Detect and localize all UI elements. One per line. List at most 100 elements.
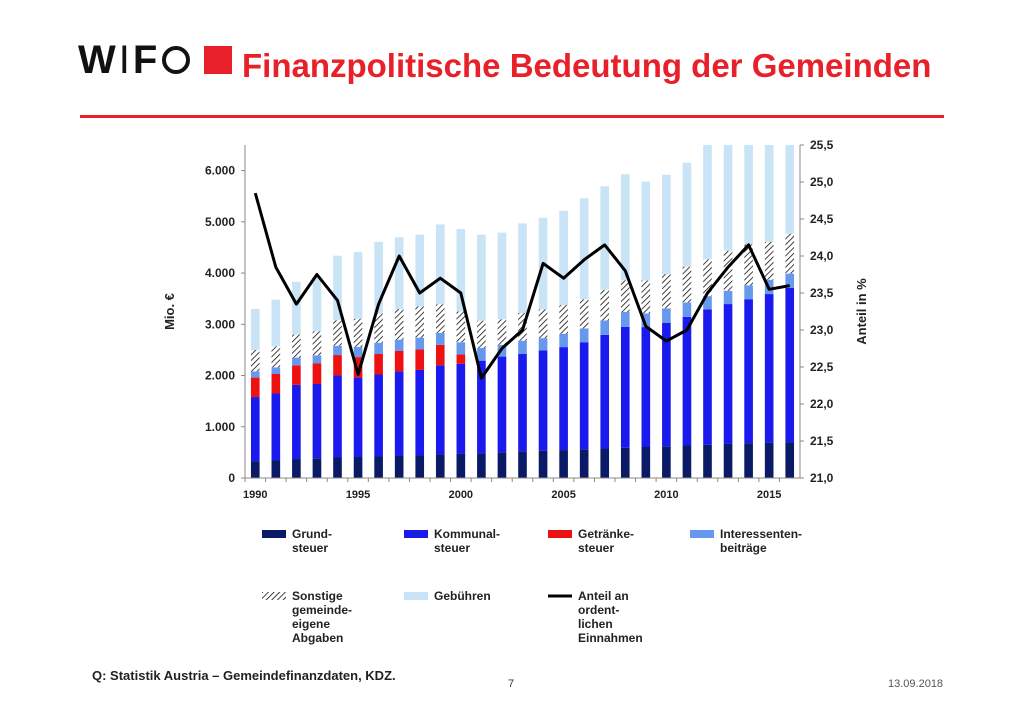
- x-tick-label: 2015: [757, 489, 781, 501]
- bar-segment: [579, 449, 589, 478]
- bar-segment: [374, 354, 383, 375]
- y2-tick-label: 24,5: [810, 212, 834, 226]
- bar-segment: [477, 360, 486, 454]
- bar-segment: [456, 363, 466, 454]
- bar-segment: [600, 334, 610, 449]
- bar-segment: [292, 281, 301, 335]
- x-tick-label: 1995: [346, 489, 370, 501]
- bar-segment: [456, 311, 466, 343]
- bar-segment: [271, 346, 281, 368]
- y2-tick-label: 25,5: [810, 138, 834, 152]
- y-tick-label: 1.000: [205, 420, 235, 434]
- bar-segment: [538, 450, 548, 478]
- bar-segment: [579, 342, 589, 450]
- bar-segment: [333, 345, 342, 356]
- legend-label: gemeinde-: [292, 603, 352, 617]
- bar-segment: [723, 290, 733, 305]
- bar-segment: [559, 333, 568, 348]
- logo-w: W: [78, 38, 116, 82]
- legend-label: steuer: [578, 541, 614, 555]
- bar-segment: [497, 319, 507, 345]
- bar-segment: [785, 442, 795, 478]
- bar-segment: [353, 377, 363, 457]
- bar-segment: [559, 210, 568, 306]
- bar-segment: [620, 174, 630, 281]
- bar-segment: [764, 241, 774, 280]
- bar-segment: [641, 280, 651, 314]
- bar-segment: [579, 198, 589, 300]
- bar-segment: [620, 447, 630, 478]
- legend-swatch: [548, 530, 572, 538]
- bar-segment: [415, 234, 425, 307]
- bar-segment: [250, 371, 260, 378]
- bar-segment: [374, 456, 383, 478]
- bar-segment: [353, 456, 363, 478]
- bar-segment: [703, 296, 712, 310]
- bar-segment: [353, 357, 363, 378]
- bar-segment: [271, 299, 281, 347]
- bar-segment: [518, 223, 527, 314]
- page-number: 7: [508, 678, 515, 690]
- bar-segment: [353, 252, 363, 319]
- bar-segment: [394, 237, 404, 309]
- legend-label: steuer: [434, 541, 470, 555]
- bar-segment: [744, 443, 753, 478]
- bar-segment: [518, 354, 527, 452]
- bar-segment: [292, 365, 301, 385]
- bar-segment: [703, 444, 712, 478]
- bar-segment: [456, 229, 466, 312]
- bar-segment: [559, 305, 568, 334]
- bar-segment: [374, 374, 383, 457]
- y-tick-label: 6.000: [205, 164, 235, 178]
- bar-segment: [662, 308, 671, 323]
- legend-label: Anteil an: [578, 589, 629, 603]
- bar-segment: [497, 356, 507, 453]
- y-tick-label: 2.000: [205, 369, 235, 383]
- bar-segment: [662, 446, 671, 478]
- legend-label: Sonstige: [292, 589, 343, 603]
- y2-tick-label: 21,5: [810, 434, 834, 448]
- bar-segment: [394, 371, 404, 456]
- bar-segment: [662, 174, 671, 275]
- bar-segment: [682, 162, 692, 267]
- bar-segment: [785, 145, 795, 234]
- y2-tick-label: 23,5: [810, 286, 834, 300]
- x-tick-label: 2000: [449, 489, 473, 501]
- bar-segment: [250, 461, 260, 478]
- y2-tick-label: 25,0: [810, 175, 834, 189]
- bar-segment: [292, 459, 301, 478]
- bar-segment: [477, 453, 486, 478]
- legend-label: Getränke-: [578, 527, 634, 541]
- bar-segment: [744, 299, 753, 444]
- bar-segment: [641, 327, 651, 448]
- legend-label: Interessenten-: [720, 527, 802, 541]
- legend-label: Grund-: [292, 527, 332, 541]
- bar-segment: [620, 280, 630, 313]
- bar-segment: [600, 186, 610, 290]
- bar-segment: [538, 350, 548, 451]
- bar-segment: [641, 313, 651, 328]
- y-tick-label: 0: [228, 471, 235, 485]
- legend-label: Einnahmen: [578, 631, 643, 645]
- bar-segment: [271, 367, 281, 375]
- bar-segment: [477, 320, 486, 348]
- bar-segment: [764, 294, 774, 443]
- bar-segment: [394, 350, 404, 372]
- bar-segment: [764, 145, 774, 242]
- bar-segment: [764, 442, 774, 478]
- slide-date: 13.09.2018: [888, 678, 944, 690]
- bar-segment: [682, 445, 692, 478]
- y2-tick-label: 23,0: [810, 323, 834, 337]
- bar-segment: [703, 259, 712, 297]
- bar-segment: [250, 349, 260, 372]
- bar-segment: [538, 309, 548, 339]
- logo-square-icon: [204, 46, 233, 74]
- bar-segment: [374, 313, 383, 343]
- bar-segment: [374, 342, 383, 355]
- bar-segment: [600, 448, 610, 478]
- bar-segment: [435, 365, 445, 455]
- bar-segment: [312, 276, 322, 332]
- bar-segment: [250, 397, 260, 462]
- bar-segment: [312, 383, 322, 459]
- y2-tick-label: 22,0: [810, 397, 834, 411]
